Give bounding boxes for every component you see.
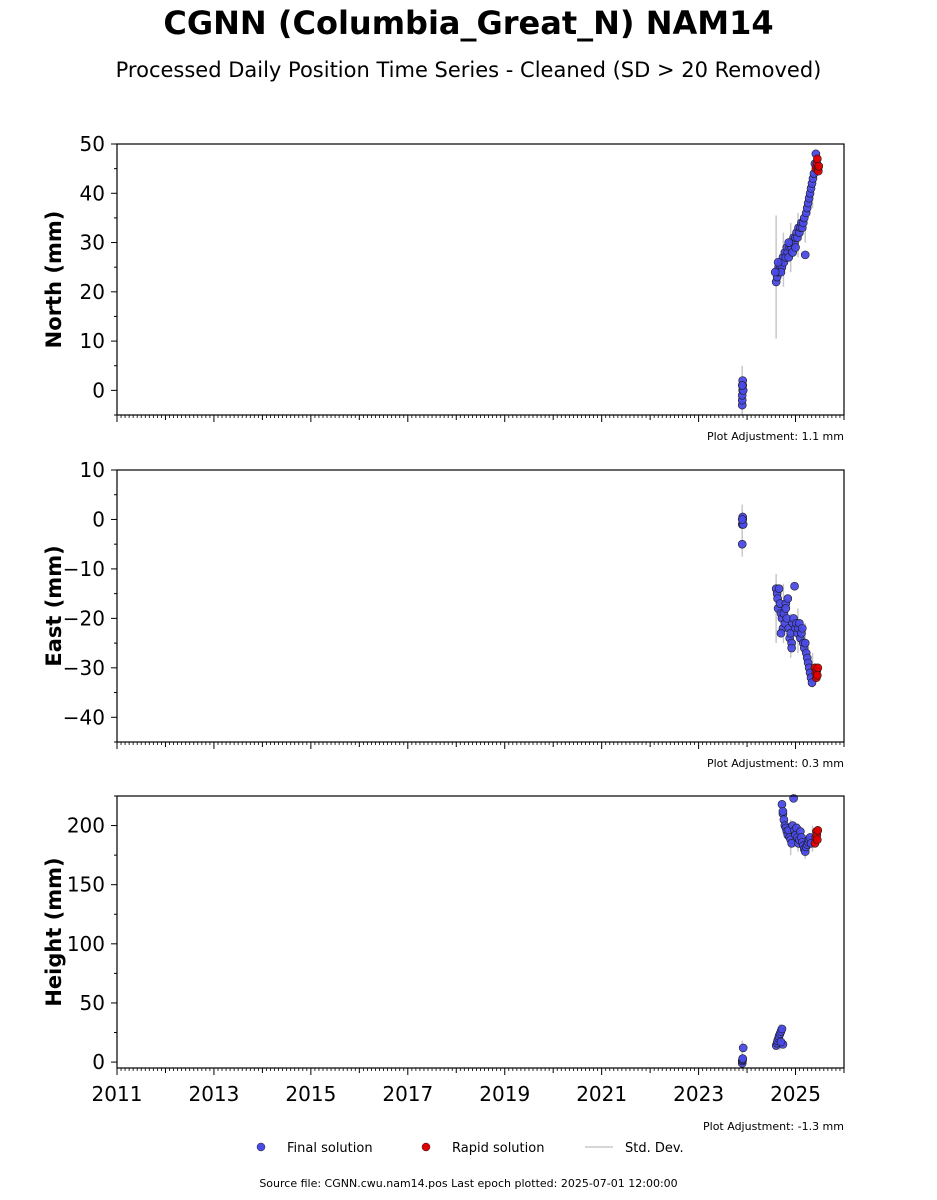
final-point: [778, 807, 788, 816]
final-point: [787, 643, 796, 653]
final-point: [737, 539, 747, 549]
x-tick-label: 2013: [188, 1082, 239, 1106]
legend: Final solution Rapid solution Std. Dev.: [256, 1141, 684, 1156]
legend-rapid-label: Rapid solution: [452, 1141, 544, 1156]
chart-subtitle: Processed Daily Position Time Series - C…: [115, 58, 822, 82]
y-tick-label: −40: [63, 705, 105, 729]
final-point: [776, 628, 786, 638]
rapid-point: [813, 835, 822, 845]
y-tick-label: 10: [80, 458, 105, 482]
final-point: [790, 581, 799, 591]
y-tick-label: −10: [63, 557, 105, 581]
legend-final-marker: [256, 1142, 266, 1152]
y-tick-label: 10: [80, 329, 105, 353]
source-note: Source file: CGNN.cwu.nam14.pos Last epo…: [259, 1177, 678, 1190]
final-point: [800, 250, 810, 260]
final-point: [773, 257, 783, 267]
y-tick-label: 50: [80, 132, 105, 156]
x-tick-label: 2011: [92, 1082, 143, 1106]
y-tick-label: 50: [80, 991, 105, 1015]
final-point: [776, 1037, 786, 1047]
final-point: [783, 594, 793, 603]
final-point: [737, 381, 747, 390]
panel-3: 0 50 100 150 200 2011 2013 2015 2017 2019 2021 2023…: [42, 794, 845, 1133]
plot-frame: [116, 143, 845, 416]
final-point: [777, 799, 787, 809]
final-point: [770, 267, 780, 277]
x-tick-label: 2025: [770, 1082, 821, 1106]
legend-std-label: Std. Dev.: [625, 1141, 684, 1156]
final-point: [800, 638, 810, 648]
legend-final-label: Final solution: [287, 1141, 373, 1156]
x-tick-label: 2023: [673, 1082, 724, 1106]
panel-1: 0 10 20 30 40 50 North (mm) Plot Adjustment: 1.…: [42, 132, 845, 443]
y-tick-label: −20: [63, 606, 105, 630]
panel-2: −40 −30 −20 −10 0 10 East (mm) Plot Adjustment:…: [42, 458, 845, 770]
y-tick-label: 0: [92, 507, 105, 531]
y-tick-label: −30: [63, 656, 105, 680]
y-tick-label: 30: [80, 231, 105, 255]
legend-rapid-marker: [421, 1142, 431, 1152]
final-point: [781, 604, 791, 613]
y-tick-label: 150: [67, 873, 105, 897]
y-tick-label: 0: [92, 378, 105, 402]
final-point: [738, 1043, 748, 1053]
rapid-point: [813, 154, 822, 164]
plot-adjustment-note: Plot Adjustment: -1.3 mm: [703, 1120, 844, 1133]
y-tick-label: 0: [92, 1050, 105, 1074]
final-point: [738, 1054, 748, 1063]
rapid-point: [813, 663, 823, 673]
chart-title: CGNN (Columbia_Great_N) NAM14: [163, 4, 774, 42]
x-tick-label: 2015: [285, 1082, 336, 1106]
rapid-point: [814, 161, 824, 171]
x-tick-label: 2019: [479, 1082, 530, 1106]
y-axis-label: North (mm): [42, 211, 66, 349]
rapid-point: [813, 825, 823, 835]
plot-frame: [116, 469, 845, 743]
y-tick-label: 20: [80, 280, 105, 304]
plot-adjustment-note: Plot Adjustment: 1.1 mm: [707, 430, 844, 443]
y-axis-label: East (mm): [42, 545, 66, 666]
x-tick-label: 2021: [576, 1082, 627, 1106]
y-tick-label: 40: [80, 181, 105, 205]
x-tick-label: 2017: [382, 1082, 433, 1106]
y-tick-label: 100: [67, 932, 105, 956]
final-point: [774, 584, 784, 593]
y-axis-label: Height (mm): [42, 857, 66, 1006]
plot-adjustment-note: Plot Adjustment: 0.3 mm: [707, 757, 844, 770]
rapid-point: [813, 670, 822, 680]
final-point: [784, 238, 794, 247]
final-point: [737, 515, 747, 524]
final-point: [791, 243, 800, 252]
final-point: [798, 623, 807, 633]
final-point: [777, 1024, 787, 1034]
plot-frame: [116, 795, 845, 1069]
y-tick-label: 200: [67, 814, 105, 838]
